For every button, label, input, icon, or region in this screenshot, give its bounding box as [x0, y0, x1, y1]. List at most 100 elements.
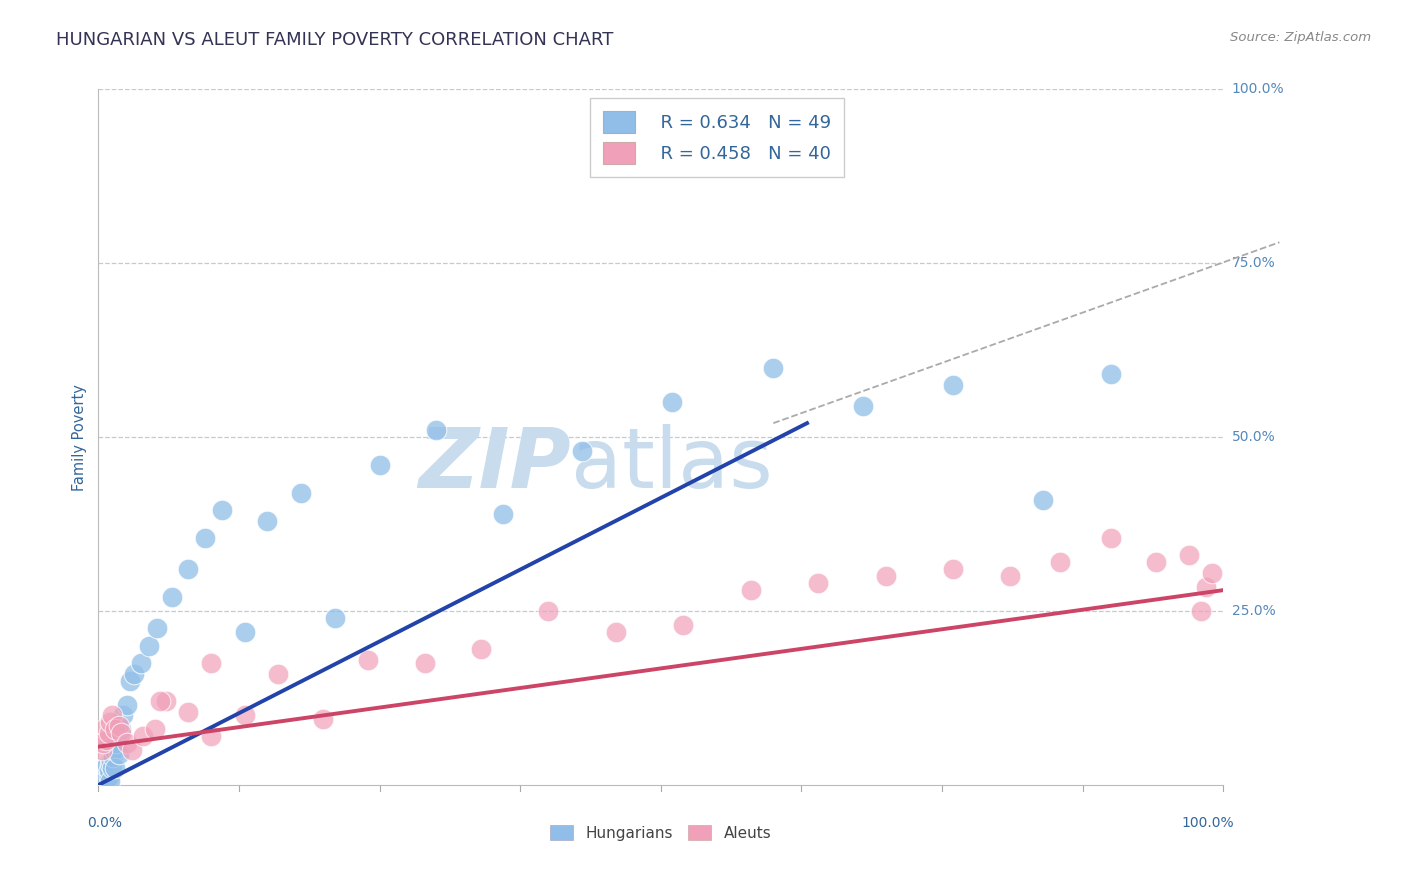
Point — [124, 666, 146, 681]
Text: 100.0%: 100.0% — [1232, 82, 1284, 96]
Point — [256, 514, 278, 528]
Point — [90, 743, 112, 757]
Point — [357, 653, 380, 667]
Point — [129, 657, 152, 671]
Point — [155, 694, 177, 708]
Point — [537, 604, 560, 618]
Text: 0.0%: 0.0% — [87, 816, 122, 830]
Point — [96, 771, 118, 785]
Point — [177, 562, 200, 576]
Point — [368, 458, 391, 472]
Point — [94, 774, 117, 789]
Point — [90, 774, 112, 789]
Point — [93, 764, 115, 778]
Point — [492, 507, 515, 521]
Point — [149, 694, 172, 708]
Point — [233, 624, 256, 639]
Point — [807, 576, 830, 591]
Text: atlas: atlas — [571, 425, 772, 506]
Point — [875, 569, 897, 583]
Point — [115, 736, 138, 750]
Text: Source: ZipAtlas.com: Source: ZipAtlas.com — [1230, 31, 1371, 45]
Point — [98, 774, 121, 789]
Point — [200, 729, 222, 743]
Y-axis label: Family Poverty: Family Poverty — [72, 384, 87, 491]
Point — [94, 760, 117, 774]
Point — [121, 743, 143, 757]
Point — [97, 726, 120, 740]
Point — [96, 765, 118, 780]
Point — [103, 743, 125, 757]
Point — [107, 719, 129, 733]
Point — [118, 673, 141, 688]
Text: 25.0%: 25.0% — [1232, 604, 1275, 618]
Point — [233, 708, 256, 723]
Point — [661, 395, 683, 409]
Point — [1201, 566, 1223, 580]
Point — [107, 747, 129, 761]
Point — [97, 770, 120, 784]
Point — [93, 771, 115, 785]
Point — [112, 708, 135, 723]
Point — [1189, 604, 1212, 618]
Point — [143, 723, 166, 737]
Point — [98, 715, 121, 730]
Point — [132, 729, 155, 743]
Point — [1099, 531, 1122, 545]
Point — [998, 569, 1021, 583]
Point — [93, 723, 115, 737]
Point — [200, 657, 222, 671]
Point — [110, 726, 132, 740]
Text: 75.0%: 75.0% — [1232, 256, 1275, 270]
Point — [101, 760, 124, 774]
Point — [290, 485, 312, 500]
Point — [1144, 555, 1167, 569]
Point — [425, 423, 447, 437]
Text: 100.0%: 100.0% — [1182, 816, 1234, 830]
Point — [413, 657, 436, 671]
Point — [94, 770, 117, 784]
Point — [160, 590, 183, 604]
Point — [96, 732, 118, 747]
Point — [104, 723, 127, 737]
Point — [470, 642, 492, 657]
Point — [267, 666, 290, 681]
Point — [91, 767, 114, 781]
Point — [211, 503, 233, 517]
Point — [1195, 580, 1218, 594]
Point — [323, 611, 346, 625]
Point — [1099, 368, 1122, 382]
Point — [672, 618, 695, 632]
Point — [97, 763, 120, 777]
Point — [104, 760, 127, 774]
Point — [177, 705, 200, 719]
Point — [138, 639, 160, 653]
Text: 50.0%: 50.0% — [1232, 430, 1275, 444]
Point — [101, 708, 124, 723]
Point — [96, 772, 118, 787]
Point — [98, 757, 121, 772]
Text: ZIP: ZIP — [418, 425, 571, 506]
Legend: Hungarians, Aleuts: Hungarians, Aleuts — [544, 819, 778, 847]
Point — [571, 444, 593, 458]
Point — [312, 712, 335, 726]
Point — [91, 736, 114, 750]
Point — [1049, 555, 1071, 569]
Point — [942, 562, 965, 576]
Point — [105, 736, 128, 750]
Point — [100, 754, 122, 768]
Point — [1178, 549, 1201, 563]
Point — [942, 378, 965, 392]
Point — [91, 772, 114, 787]
Point — [762, 360, 785, 375]
Point — [101, 750, 124, 764]
Point — [146, 621, 169, 635]
Point — [852, 399, 875, 413]
Point — [110, 723, 132, 737]
Point — [194, 531, 217, 545]
Point — [96, 758, 118, 772]
Point — [740, 583, 762, 598]
Point — [1032, 492, 1054, 507]
Text: HUNGARIAN VS ALEUT FAMILY POVERTY CORRELATION CHART: HUNGARIAN VS ALEUT FAMILY POVERTY CORREL… — [56, 31, 613, 49]
Point — [115, 698, 138, 712]
